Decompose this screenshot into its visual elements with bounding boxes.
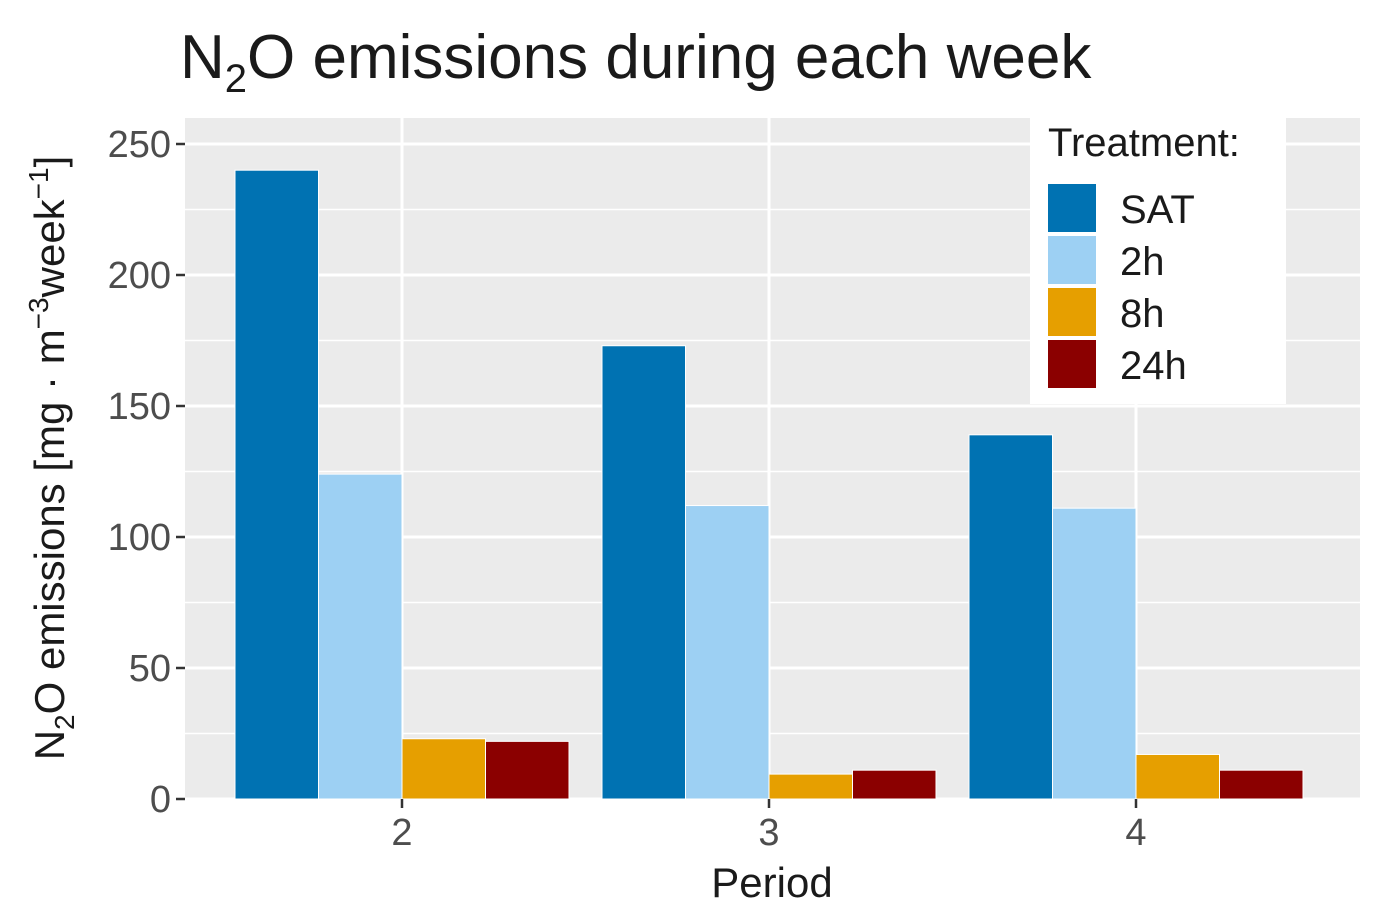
bar-2h-period-4 <box>1052 507 1137 800</box>
y-tick-label: 200 <box>108 255 171 297</box>
y-axis-title-m-sup: −3 <box>23 297 54 329</box>
y-axis-title-rest: O emissions [mg · m <box>26 329 73 714</box>
bar-24h-period-2 <box>485 740 570 800</box>
bar-8h-period-2 <box>401 738 486 800</box>
bar-sat-period-2 <box>234 169 319 800</box>
legend-label-24h: 24h <box>1120 344 1187 388</box>
y-tick-label: 250 <box>108 124 171 166</box>
y-axis-title-close: ] <box>26 156 73 168</box>
chart-title-rest: O emissions during each week <box>247 23 1092 92</box>
legend-key-2h <box>1048 236 1096 284</box>
legend-key-8h <box>1048 288 1096 336</box>
y-tick-label: 0 <box>150 779 171 821</box>
x-tick-label: 4 <box>1125 812 1146 854</box>
bar-2h-period-3 <box>685 505 770 800</box>
bar-sat-period-3 <box>601 345 686 800</box>
legend-key-24h <box>1048 340 1096 388</box>
legend: Treatment: SAT 2h 8h 24h <box>1030 112 1286 404</box>
bars-group <box>234 169 1304 800</box>
chart-title-sub: 2 <box>225 57 247 101</box>
x-axis-title: Period <box>711 859 832 906</box>
x-axis-ticks: 2 3 4 <box>391 799 1147 854</box>
y-axis-title: N2O emissions [mg · m−3week−1] <box>23 156 80 761</box>
y-axis-ticks: 0 50 100 150 200 250 <box>108 124 185 821</box>
legend-label-8h: 8h <box>1120 292 1165 336</box>
y-tick-label: 50 <box>129 648 171 690</box>
y-tick-label: 150 <box>108 386 171 428</box>
x-tick-label: 2 <box>391 812 412 854</box>
bar-2h-period-2 <box>318 473 403 800</box>
y-tick-label: 100 <box>108 517 171 559</box>
legend-items: SAT 2h 8h 24h <box>1048 184 1195 388</box>
chart-title: N2O emissions during each week <box>180 23 1092 101</box>
legend-label-2h: 2h <box>1120 240 1165 284</box>
legend-key-sat <box>1048 184 1096 232</box>
bar-24h-period-4 <box>1219 769 1304 800</box>
y-axis-title-n-sub: 2 <box>49 714 80 730</box>
bar-8h-period-4 <box>1135 753 1220 800</box>
legend-title: Treatment: <box>1048 121 1240 165</box>
bar-sat-period-4 <box>968 434 1053 800</box>
chart-title-n: N <box>180 23 225 92</box>
y-axis-title-week-sup: −1 <box>23 167 54 199</box>
y-axis-title-n: N <box>26 730 73 760</box>
y-axis-title-week: week <box>26 198 73 298</box>
bar-8h-period-3 <box>768 773 853 800</box>
legend-label-sat: SAT <box>1120 188 1195 232</box>
bar-24h-period-3 <box>852 769 937 800</box>
x-tick-label: 3 <box>758 812 779 854</box>
